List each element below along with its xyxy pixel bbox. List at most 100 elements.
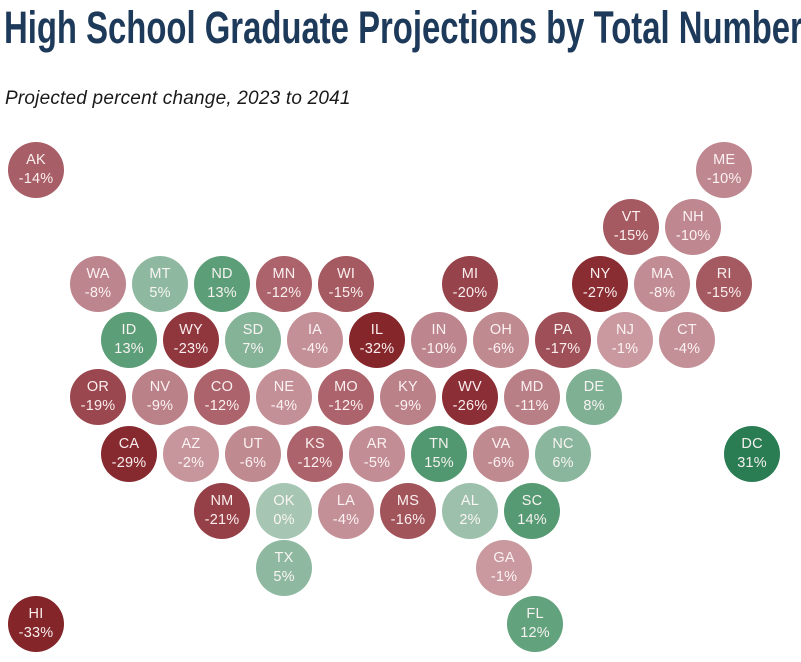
state-tile-co[interactable]: CO -12% [194, 369, 250, 426]
state-tile-mo[interactable]: MO -12% [318, 369, 374, 426]
state-tile-mt[interactable]: MT 5% [132, 255, 188, 312]
state-value: -20% [452, 284, 488, 301]
state-tile-ut[interactable]: UT -6% [225, 426, 281, 482]
state-tile-la[interactable]: LA -4% [318, 482, 374, 539]
state-value: -17% [545, 341, 581, 358]
state-abbr: DC [741, 436, 763, 452]
state-abbr: AR [366, 436, 388, 452]
state-tile-ny[interactable]: NY -27% [572, 255, 629, 312]
chart-subtitle: Projected percent change, 2023 to 2041 [5, 88, 351, 109]
state-value: -12% [297, 455, 333, 471]
state-value: -2% [177, 455, 205, 471]
state-abbr: WI [336, 265, 356, 282]
state-abbr: MD [520, 379, 544, 396]
state-abbr: WA [86, 265, 110, 282]
state-tile-az[interactable]: AZ -2% [163, 426, 219, 482]
state-abbr: NY [589, 265, 611, 282]
state-value: -12% [328, 398, 364, 415]
state-value: -15% [706, 284, 742, 301]
state-abbr: GA [493, 549, 515, 566]
state-tile-il[interactable]: IL -32% [349, 312, 405, 369]
state-tile-ct[interactable]: CT -4% [659, 312, 715, 369]
state-abbr: SC [521, 492, 543, 509]
state-tile-ks[interactable]: KS -12% [287, 426, 343, 482]
state-tile-nc[interactable]: NC 6% [535, 426, 591, 482]
state-tile-ar[interactable]: AR -5% [349, 426, 405, 482]
state-tile-in[interactable]: IN -10% [411, 312, 467, 369]
state-tile-tx[interactable]: TX 5% [256, 539, 312, 596]
state-abbr: AZ [181, 436, 201, 452]
state-value: -16% [390, 511, 426, 528]
state-abbr: WY [179, 322, 203, 339]
state-abbr: IL [370, 322, 384, 339]
state-tile-nd[interactable]: ND 13% [194, 255, 250, 312]
state-value: -29% [111, 455, 147, 471]
state-value: -15% [613, 227, 649, 244]
state-tile-pa[interactable]: PA -17% [535, 312, 591, 369]
state-tile-or[interactable]: OR -19% [70, 369, 126, 426]
state-tile-fl[interactable]: FL 12% [507, 596, 564, 653]
state-tile-ak[interactable]: AK -14% [8, 142, 64, 198]
state-tile-nv[interactable]: NV -9% [132, 369, 188, 426]
state-value: 31% [737, 455, 767, 471]
state-tile-ia[interactable]: IA -4% [287, 312, 343, 369]
state-abbr: NV [149, 379, 171, 396]
state-tile-ri[interactable]: RI -15% [696, 255, 753, 312]
state-value: -1% [490, 568, 518, 585]
state-value: 14% [517, 511, 547, 528]
state-tile-al[interactable]: AL 2% [442, 482, 498, 539]
state-tile-sd[interactable]: SD 7% [225, 312, 281, 369]
state-abbr: AK [26, 152, 46, 168]
state-tile-mi[interactable]: MI -20% [442, 255, 498, 312]
state-value: -27% [582, 284, 618, 301]
state-tile-ok[interactable]: OK 0% [256, 482, 312, 539]
state-abbr: ME [713, 152, 736, 168]
state-value: -11% [515, 398, 549, 415]
state-value: -12% [266, 284, 302, 301]
state-abbr: NM [210, 492, 234, 509]
state-tile-wv[interactable]: WV -26% [442, 369, 498, 426]
state-tile-ky[interactable]: KY -9% [380, 369, 436, 426]
state-value: -4% [673, 341, 701, 358]
state-value: 2% [459, 511, 481, 528]
state-value: -10% [675, 227, 711, 244]
state-abbr: MA [651, 265, 674, 282]
state-tile-wa[interactable]: WA -8% [70, 255, 126, 312]
state-abbr: PA [553, 322, 573, 339]
state-tile-nh[interactable]: NH -10% [665, 198, 722, 255]
state-tile-tn[interactable]: TN 15% [411, 426, 467, 482]
state-tile-va[interactable]: VA -6% [473, 426, 529, 482]
state-tile-vt[interactable]: VT -15% [603, 198, 660, 255]
state-tile-mn[interactable]: MN -12% [256, 255, 312, 312]
state-tile-ms[interactable]: MS -16% [380, 482, 436, 539]
state-abbr: CO [210, 379, 234, 396]
state-tile-ca[interactable]: CA -29% [101, 426, 157, 482]
state-value: -10% [421, 341, 457, 358]
state-tile-oh[interactable]: OH -6% [473, 312, 529, 369]
state-tile-me[interactable]: ME -10% [696, 142, 753, 198]
state-abbr: KS [305, 436, 325, 452]
state-tile-ma[interactable]: MA -8% [634, 255, 691, 312]
state-value: -6% [487, 341, 515, 358]
state-tile-sc[interactable]: SC 14% [504, 482, 560, 539]
state-tile-ne[interactable]: NE -4% [256, 369, 312, 426]
state-tile-dc[interactable]: DC 31% [724, 426, 781, 482]
state-value: -19% [80, 398, 116, 415]
state-tile-wy[interactable]: WY -23% [163, 312, 219, 369]
state-abbr: NJ [615, 322, 635, 339]
state-tile-hi[interactable]: HI -33% [8, 596, 64, 653]
state-abbr: WV [458, 379, 482, 396]
state-value: -1% [611, 341, 639, 358]
state-tile-md[interactable]: MD -11% [504, 369, 560, 426]
state-abbr: MN [272, 265, 296, 282]
state-tile-nj[interactable]: NJ -1% [597, 312, 653, 369]
state-tile-de[interactable]: DE 8% [566, 369, 622, 426]
state-tile-nm[interactable]: NM -21% [194, 482, 250, 539]
state-tile-id[interactable]: ID 13% [101, 312, 157, 369]
state-abbr: NE [273, 379, 295, 396]
state-abbr: OR [86, 379, 110, 396]
state-tile-wi[interactable]: WI -15% [318, 255, 374, 312]
state-abbr: MO [334, 379, 358, 396]
state-tile-ga[interactable]: GA -1% [476, 539, 533, 596]
state-abbr: CT [677, 322, 697, 339]
